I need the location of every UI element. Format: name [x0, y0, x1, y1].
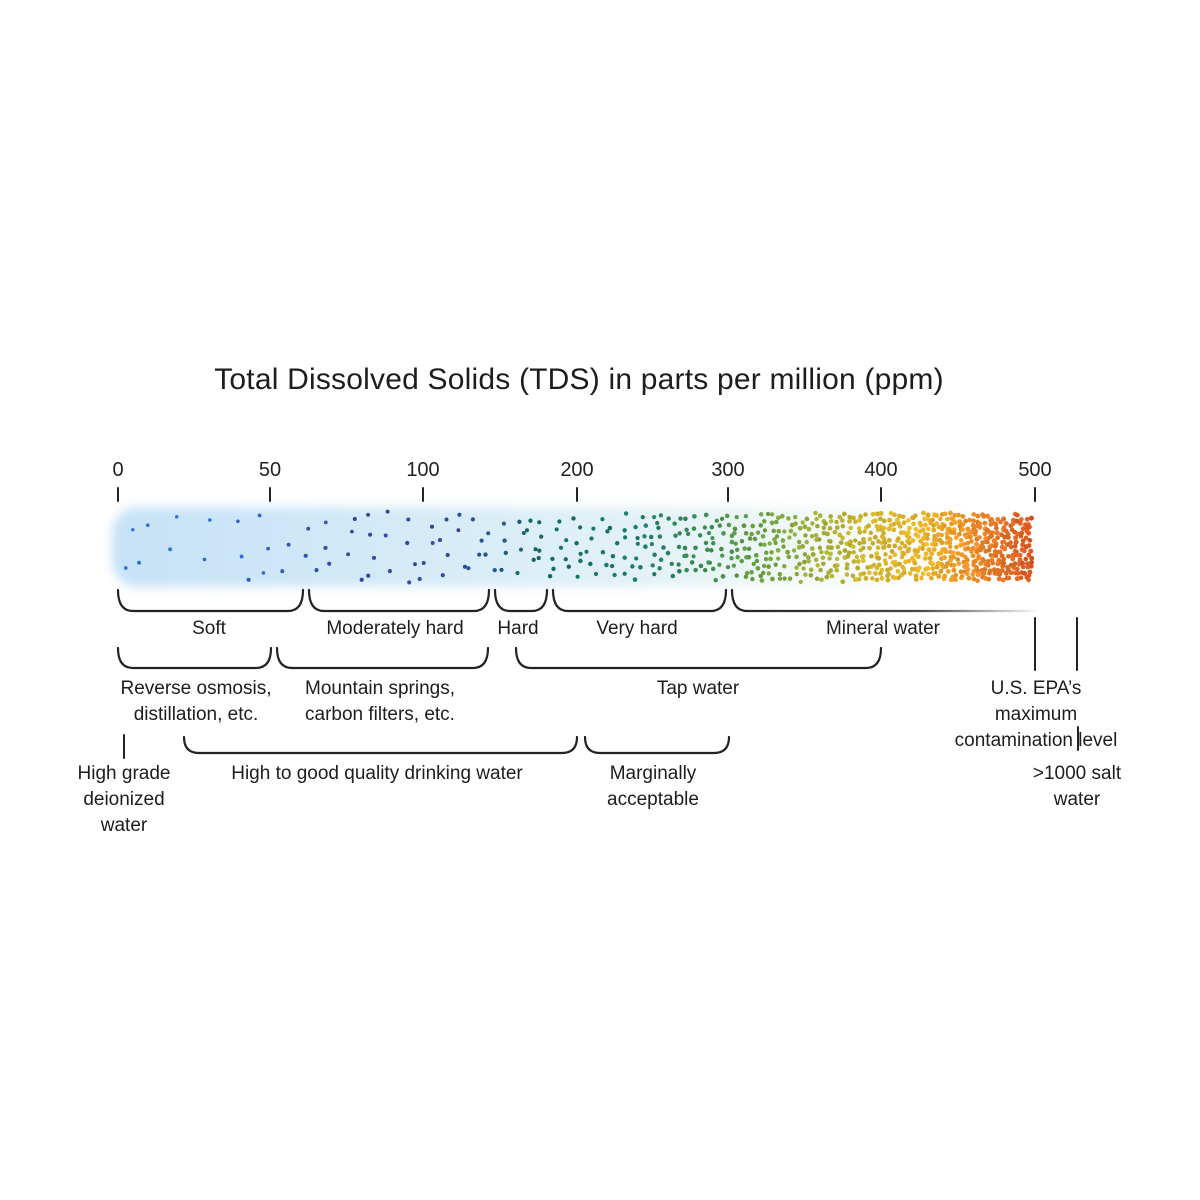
- hardness-label-mineral-water: Mineral water: [825, 618, 941, 639]
- axis-tick-label-400: 400: [864, 459, 898, 481]
- quality-label-marginal: Marginally acceptable: [607, 763, 699, 810]
- source-label-tap-water: Tap water: [656, 678, 740, 699]
- hardness-label-soft: Soft: [192, 618, 226, 639]
- range-braces: [116, 588, 1037, 755]
- axis-tick-label-500: 500: [1018, 459, 1052, 481]
- marker-lines: [123, 617, 1079, 759]
- axis-tick-label-100: 100: [406, 459, 440, 481]
- axis-tick-label-0: 0: [112, 459, 124, 481]
- source-label-reverse-osmosis: Reverse osmosis, distillation, etc.: [120, 678, 272, 725]
- quality-label-salt-water: >1000 salt water: [1032, 763, 1122, 810]
- axis-tick-label-50: 50: [258, 459, 282, 481]
- source-label-mountain-springs: Mountain springs, carbon filters, etc.: [305, 678, 455, 725]
- axis-tick-label-200: 200: [560, 459, 594, 481]
- source-label-epa-maximum: U.S. EPA’s maximum contamination level: [954, 678, 1118, 751]
- chart-title: Total Dissolved Solids (TDS) in parts pe…: [214, 363, 944, 396]
- hardness-label-very-hard: Very hard: [596, 618, 678, 639]
- quality-label-drinking-water: High to good quality drinking water: [231, 763, 523, 784]
- hardness-label-moderately-hard: Moderately hard: [326, 618, 464, 639]
- axis-tick-label-300: 300: [711, 459, 745, 481]
- hardness-label-hard: Hard: [497, 618, 539, 639]
- axis-tick-marks: [117, 487, 1036, 502]
- dot-field: [123, 509, 1035, 585]
- quality-label-deionized: High grade deionized water: [77, 763, 171, 836]
